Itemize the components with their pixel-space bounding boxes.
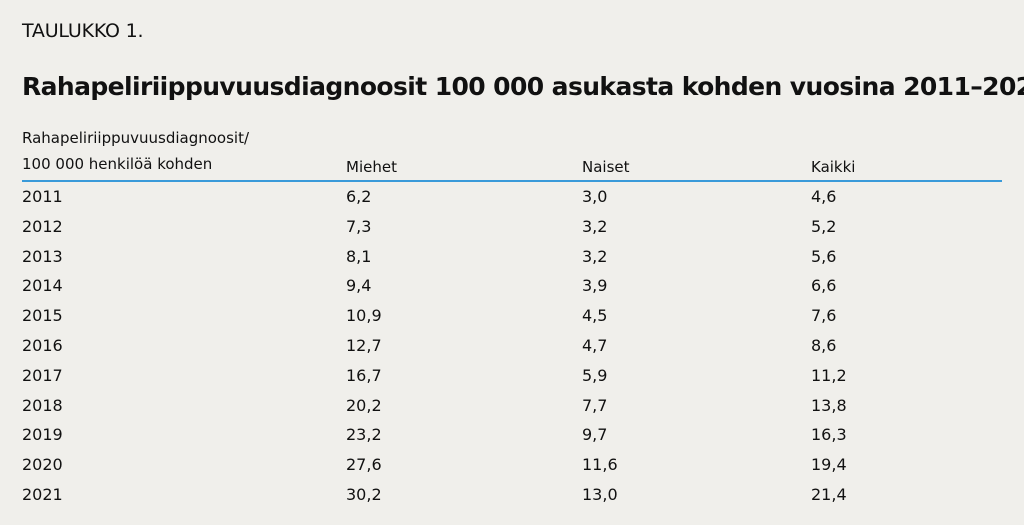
women-cell: 3,9 [582, 276, 608, 296]
men-cell: 12,7 [346, 335, 382, 355]
table-body: 2011 6,2 3,0 4,6 2012 7,3 3,2 5,2 2013 8,1 3,2 5,6 2… [22, 182, 1002, 510]
men-cell: 9,4 [346, 276, 372, 296]
men-cell: 6,2 [346, 187, 372, 206]
year-cell: 2019 [22, 425, 63, 445]
all-cell: 4,6 [811, 187, 837, 206]
table-row: 2018 20,2 7,7 13,8 [22, 391, 1002, 421]
men-cell: 8,1 [346, 246, 372, 266]
year-cell: 2012 [22, 216, 63, 236]
year-cell: 2011 [22, 187, 63, 206]
year-cell: 2017 [22, 365, 63, 385]
year-cell: 2013 [22, 246, 63, 266]
men-cell: 20,2 [346, 395, 382, 415]
table-row: 2021 30,2 13,0 21,4 [22, 480, 1002, 510]
women-cell: 4,5 [582, 306, 608, 326]
table-row: 2015 10,9 4,5 7,6 [22, 301, 1002, 331]
men-cell: 10,9 [346, 306, 382, 326]
table-row: 2020 27,6 11,6 19,4 [22, 450, 1002, 480]
year-cell: 2021 [22, 484, 63, 504]
women-cell: 3,0 [582, 187, 608, 206]
women-cell: 3,2 [582, 246, 608, 266]
table-row: 2011 6,2 3,0 4,6 [22, 182, 1002, 212]
year-cell: 2018 [22, 395, 63, 415]
year-cell: 2020 [22, 455, 63, 475]
table-title: Rahapeliriippuvuusdiagnoosit 100 000 asu… [22, 72, 1024, 101]
header-men: Miehet [346, 158, 397, 176]
women-cell: 9,7 [582, 425, 608, 445]
all-cell: 8,6 [811, 335, 837, 355]
all-cell: 11,2 [811, 365, 847, 385]
table-row: 2019 23,2 9,7 16,3 [22, 420, 1002, 450]
all-cell: 13,8 [811, 395, 847, 415]
all-cell: 5,2 [811, 216, 837, 236]
all-cell: 16,3 [811, 425, 847, 445]
women-cell: 3,2 [582, 216, 608, 236]
men-cell: 16,7 [346, 365, 382, 385]
header-metric-line1: Rahapeliriippuvuusdiagnoosit/ [22, 129, 250, 147]
year-cell: 2016 [22, 335, 63, 355]
table-row: 2016 12,7 4,7 8,6 [22, 331, 1002, 361]
table-row: 2014 9,4 3,9 6,6 [22, 271, 1002, 301]
women-cell: 4,7 [582, 335, 608, 355]
year-cell: 2014 [22, 276, 63, 296]
women-cell: 13,0 [582, 484, 618, 504]
women-cell: 11,6 [582, 455, 618, 475]
header-women: Naiset [582, 158, 630, 176]
table-label: TAULUKKO 1. [22, 20, 144, 42]
table-header: Rahapeliriippuvuusdiagnoosit/ 100 000 he… [22, 128, 1002, 182]
women-cell: 7,7 [582, 395, 608, 415]
men-cell: 23,2 [346, 425, 382, 445]
table-row: 2012 7,3 3,2 5,2 [22, 212, 1002, 242]
all-cell: 5,6 [811, 246, 837, 266]
men-cell: 7,3 [346, 216, 372, 236]
header-metric: Rahapeliriippuvuusdiagnoosit/ 100 000 he… [22, 128, 282, 174]
year-cell: 2015 [22, 306, 63, 326]
all-cell: 6,6 [811, 276, 837, 296]
all-cell: 19,4 [811, 455, 847, 475]
header-metric-line2: 100 000 henkilöä kohden [22, 155, 213, 173]
table-row: 2013 8,1 3,2 5,6 [22, 242, 1002, 272]
data-table: Rahapeliriippuvuusdiagnoosit/ 100 000 he… [22, 128, 1002, 510]
men-cell: 30,2 [346, 484, 382, 504]
table-row: 2017 16,7 5,9 11,2 [22, 361, 1002, 391]
women-cell: 5,9 [582, 365, 608, 385]
all-cell: 7,6 [811, 306, 837, 326]
all-cell: 21,4 [811, 484, 847, 504]
men-cell: 27,6 [346, 455, 382, 475]
header-all: Kaikki [811, 158, 856, 176]
